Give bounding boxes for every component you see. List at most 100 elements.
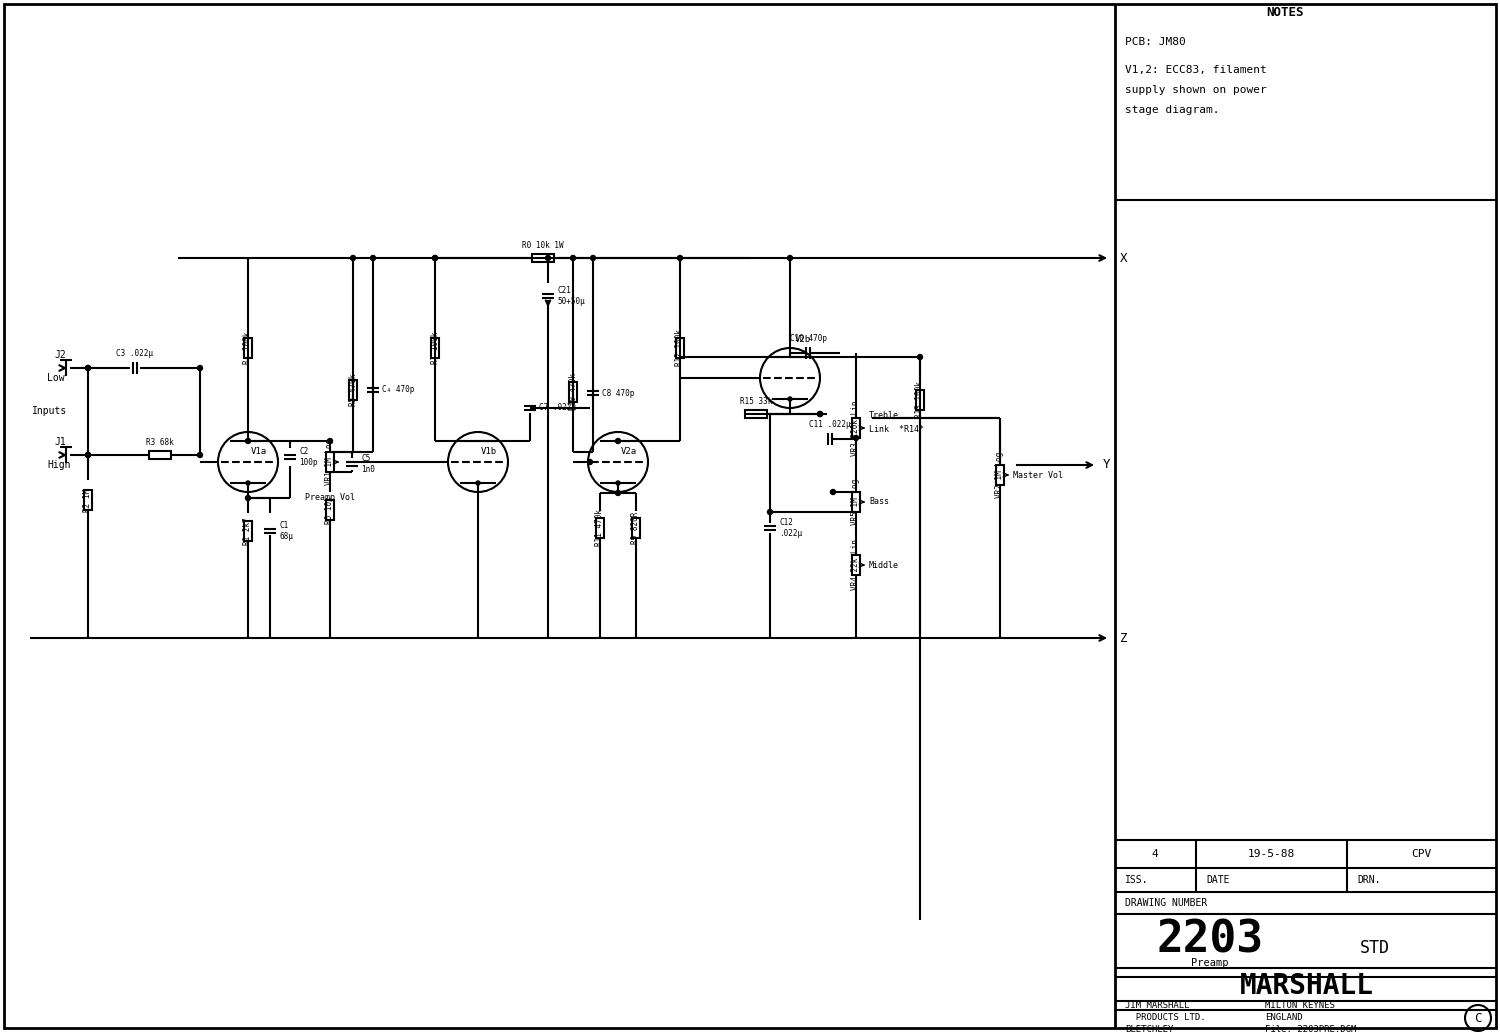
Text: R0 10k 1W: R0 10k 1W [522, 241, 564, 250]
Text: PRODUCTS LTD.: PRODUCTS LTD. [1125, 1013, 1206, 1023]
Bar [244, 521, 252, 541]
Circle shape [246, 439, 250, 444]
Text: Low: Low [46, 373, 64, 383]
Circle shape [432, 256, 438, 260]
Circle shape [588, 459, 592, 464]
Text: High: High [46, 460, 70, 470]
Circle shape [615, 490, 621, 495]
Text: 19-5-88: 19-5-88 [1248, 849, 1294, 859]
Text: R11 470k: R11 470k [596, 510, 604, 547]
Bar [852, 418, 859, 438]
Text: Middle: Middle [868, 560, 898, 570]
Bar [632, 518, 640, 538]
Circle shape [86, 365, 90, 370]
Text: R2 1M: R2 1M [84, 488, 93, 512]
Circle shape [246, 481, 250, 485]
Text: DRN.: DRN. [1358, 875, 1380, 885]
Text: Inputs: Inputs [32, 407, 68, 417]
Text: C8 470p: C8 470p [602, 388, 634, 397]
Text: C₄ 470p: C₄ 470p [382, 386, 414, 394]
Text: V2b: V2b [795, 335, 812, 345]
Circle shape [86, 452, 90, 457]
Circle shape [327, 439, 333, 444]
Text: NOTES: NOTES [1266, 6, 1304, 20]
Text: C7 .022μ: C7 .022μ [538, 404, 576, 413]
Text: R5 470k: R5 470k [348, 374, 357, 407]
Bar [532, 254, 554, 262]
Text: Master Vol: Master Vol [1013, 471, 1064, 480]
Circle shape [198, 365, 202, 370]
Text: VR3 220k Lin: VR3 220k Lin [852, 400, 861, 456]
Text: DRAWING NUMBER: DRAWING NUMBER [1125, 898, 1208, 908]
Text: stage diagram.: stage diagram. [1125, 105, 1220, 115]
Text: C10 470p: C10 470p [789, 334, 826, 343]
Text: C2
100p: C2 100p [298, 447, 318, 466]
Circle shape [918, 355, 922, 359]
Text: R15 33k: R15 33k [740, 397, 772, 406]
Text: J1: J1 [54, 437, 66, 447]
Circle shape [678, 256, 682, 260]
Text: DATE: DATE [1206, 875, 1230, 885]
Text: STD: STD [1360, 939, 1390, 957]
Circle shape [476, 481, 480, 485]
Circle shape [818, 412, 822, 417]
Text: BLETCHLEY: BLETCHLEY [1125, 1026, 1173, 1032]
Circle shape [198, 452, 202, 457]
Circle shape [351, 256, 355, 260]
Circle shape [86, 365, 90, 370]
Text: V1a: V1a [251, 448, 267, 456]
Text: Preamp Vol: Preamp Vol [304, 492, 355, 502]
Bar [148, 451, 171, 459]
Circle shape [788, 256, 792, 260]
Bar [244, 337, 252, 357]
Text: Z: Z [1120, 632, 1128, 645]
Text: X: X [1120, 252, 1128, 264]
Text: C11 .022μ: C11 .022μ [808, 420, 850, 429]
Text: R9 820R: R9 820R [632, 512, 640, 544]
Text: MARSHALL: MARSHALL [1240, 972, 1374, 1000]
Bar [430, 337, 439, 357]
Text: R₄ 100k: R₄ 100k [243, 331, 252, 363]
Text: C: C [1474, 1011, 1482, 1025]
Text: ENGLAND: ENGLAND [1264, 1013, 1302, 1023]
Text: File: 2203PRE.DGM: File: 2203PRE.DGM [1264, 1026, 1356, 1032]
Text: C5
1n0: C5 1n0 [362, 454, 375, 474]
Text: 4: 4 [1152, 849, 1158, 859]
Text: VR5 1M Log: VR5 1M Log [852, 479, 861, 525]
Circle shape [570, 256, 576, 260]
Bar [676, 337, 684, 357]
Text: V2a: V2a [621, 448, 638, 456]
Circle shape [246, 495, 250, 501]
Text: R10 470k: R10 470k [568, 374, 578, 411]
Bar [916, 390, 924, 410]
Text: VR1 1M Log: VR1 1M Log [326, 439, 334, 485]
Bar [596, 518, 604, 538]
Circle shape [615, 439, 621, 444]
Text: R12 100k: R12 100k [675, 329, 684, 366]
Text: JIM MARSHALL: JIM MARSHALL [1125, 1000, 1190, 1009]
Circle shape [788, 397, 792, 401]
Bar [996, 465, 1004, 485]
Text: R13 100k: R13 100k [915, 382, 924, 419]
Text: R3 68k: R3 68k [146, 438, 174, 447]
Text: supply shown on power: supply shown on power [1125, 85, 1266, 95]
Bar [568, 382, 578, 402]
Text: C1
68μ: C1 68μ [279, 521, 292, 541]
Text: CPV: CPV [1412, 849, 1431, 859]
Text: Link  *R14*: Link *R14* [868, 425, 924, 434]
Bar [852, 555, 859, 575]
Circle shape [818, 412, 822, 417]
Text: Bass: Bass [868, 497, 889, 507]
Text: V1b: V1b [482, 448, 496, 456]
Bar [84, 490, 92, 510]
Text: Preamp: Preamp [1191, 958, 1228, 968]
Circle shape [546, 256, 550, 260]
Bar [326, 499, 334, 520]
Text: VR2 1M Log: VR2 1M Log [996, 452, 1005, 498]
Text: 2203: 2203 [1156, 918, 1263, 962]
Bar [350, 380, 357, 400]
Text: R7 100k: R7 100k [430, 331, 439, 363]
Bar [852, 492, 859, 512]
Circle shape [591, 256, 596, 260]
Text: VR4 22k Lin: VR4 22k Lin [852, 540, 861, 590]
